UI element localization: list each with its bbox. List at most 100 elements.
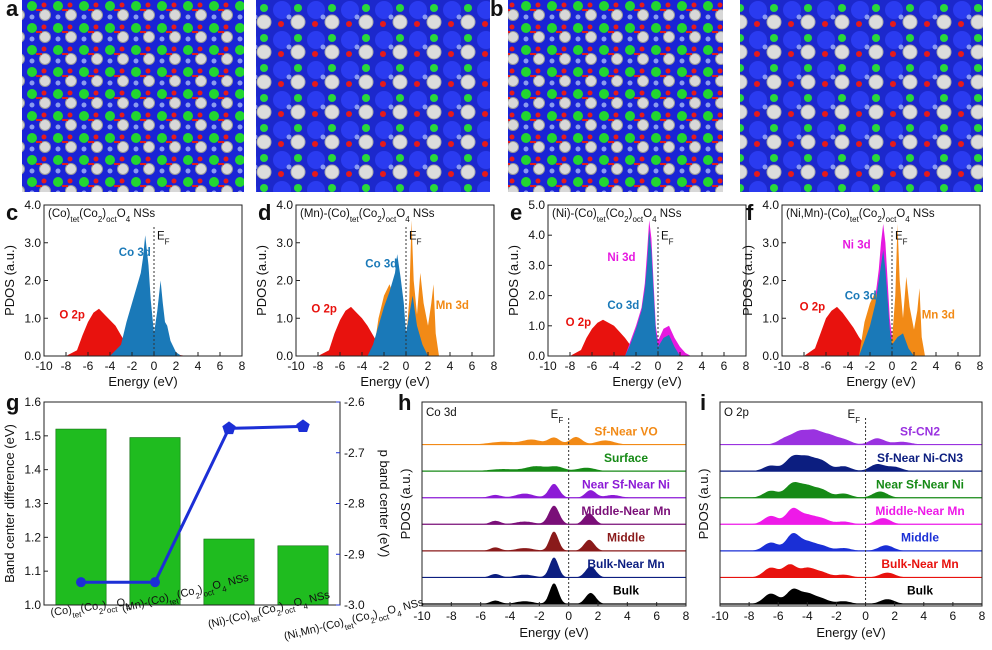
x-tick-label-f: 0 (889, 359, 896, 373)
row-label-i-5: Bulk-Near Mn (881, 557, 958, 571)
stacked-area-h-1 (422, 466, 686, 472)
y2-tick-label-g: -2.8 (344, 497, 365, 511)
pdos-area-d-co3d (367, 254, 428, 356)
x-axis-label-f: Energy (eV) (846, 374, 915, 389)
species-label-f: Ni 3d (843, 239, 871, 251)
stacked-pdos-panel-h: Sf-Near VO Surface Near Sf-Near Ni Middle-N… (398, 390, 690, 640)
bar-0 (55, 428, 107, 606)
y-axis-label-e: PDOS (a.u.) (506, 245, 521, 316)
x-tick-label-f: -8 (799, 359, 810, 373)
species-label-e: O 2p (566, 317, 592, 329)
species-label-e: Ni 3d (607, 252, 635, 264)
x-tick-label-i: -6 (773, 609, 784, 623)
row-label-i-3: Middle-Near Mn (875, 504, 964, 518)
stacked-area-i-6 (720, 588, 982, 604)
x-axis-label-h: Energy (eV) (519, 625, 588, 640)
panel-label-g: g (6, 390, 19, 415)
x-tick-label-c: 0 (151, 359, 158, 373)
pdos-area-e-o2p (570, 319, 691, 356)
x-tick-label-e: 2 (677, 359, 684, 373)
y-tick-label-e: 3.0 (528, 258, 545, 272)
x-tick-label-h: 2 (595, 609, 602, 623)
x-tick-label-f: -10 (773, 359, 791, 373)
species-label-c: O 2p (59, 309, 85, 321)
x-tick-label-d: -4 (357, 359, 368, 373)
y-tick-label-g: 1.0 (24, 598, 41, 612)
bar-1 (129, 437, 181, 606)
x-tick-label-h: -6 (475, 609, 486, 623)
x-tick-label-e: 8 (743, 359, 750, 373)
pdos-panel-d: EF-10 -8 -6 -4 -2 0 2 4 6 80.01.02.03.04.0Energy … (254, 198, 498, 389)
pdos-panel-f: EF-10 -8 -6 -4 -2 0 2 4 6 80.01.02.03.04.0Energy … (740, 198, 984, 389)
y2-tick-label-g: -2.6 (344, 395, 365, 409)
p-band-line (81, 424, 304, 584)
stacked-area-i-2 (720, 482, 982, 498)
stacked-area-h-0 (422, 436, 686, 445)
y-tick-label-e: 0.0 (528, 349, 545, 363)
x-axis-label-e: Energy (eV) (612, 374, 681, 389)
x-tick-label-c: 6 (217, 359, 224, 373)
y-axis-label-c: PDOS (a.u.) (2, 245, 17, 316)
species-label-d: O 2p (311, 304, 337, 316)
y-axis-label-g: Band center difference (eV) (2, 424, 17, 583)
p-band-point-1 (150, 577, 160, 588)
x-axis-label-c: Energy (eV) (108, 374, 177, 389)
x-tick-label-c: -4 (105, 359, 116, 373)
row-label-i-1: Sf-Near Ni-CN3 (877, 451, 963, 465)
x-tick-label-f: 2 (911, 359, 918, 373)
x-tick-label-h: 8 (683, 609, 690, 623)
fermi-label-e: EF (661, 231, 674, 247)
x-tick-label-d: -8 (313, 359, 324, 373)
panel-label-i: i (700, 390, 706, 415)
y-tick-label-g: 1.3 (24, 497, 41, 511)
x-tick-label-i: 2 (891, 609, 898, 623)
pdos-area-f-o2p (804, 306, 925, 356)
stacked-area-i-5 (720, 564, 982, 578)
panel-title-e: (Ni)-(Co)tet(Co2)octO4 NSs (552, 208, 682, 224)
band-center-chart-g: 1.0 1.1 1.2 1.3 1.4 1.5 1.6 -3.0 -2.9 -2.8 -2.7 -2.… (2, 390, 425, 643)
x-tick-label-d: -10 (287, 359, 305, 373)
panel-title-f: (Ni,Mn)-(Co)tet(Co2)octO4 NSs (786, 208, 935, 224)
y-tick-label-g: 1.2 (24, 530, 41, 544)
row-label-i-4: Middle (901, 531, 939, 545)
y-tick-label-f: 4.0 (762, 198, 779, 212)
species-label-f: O 2p (800, 302, 826, 314)
y-tick-label-f: 2.0 (762, 274, 779, 288)
x-tick-label-i: -8 (744, 609, 755, 623)
x-tick-label-h: -2 (534, 609, 545, 623)
row-label-i-2: Near Sf-Near Ni (876, 477, 964, 491)
row-label-h-1: Surface (604, 451, 648, 465)
y-axis-label-f: PDOS (a.u.) (740, 245, 755, 316)
y-tick-label-g: 1.1 (24, 564, 41, 578)
x-tick-label-e: 6 (721, 359, 728, 373)
x-tick-label-e: 0 (655, 359, 662, 373)
x-axis-label-i: Energy (eV) (816, 625, 885, 640)
y2-tick-label-g: -3.0 (344, 598, 365, 612)
x-tick-label-h: -8 (446, 609, 457, 623)
p-band-point-3 (296, 419, 310, 432)
x-tick-label-i: 0 (862, 609, 869, 623)
x-tick-label-e: -2 (631, 359, 642, 373)
y2-axis-label-g: p band center (eV) (377, 450, 392, 558)
structure-image-b-top (508, 0, 723, 192)
pdos-area-e-co3d (625, 229, 680, 356)
x-tick-label-h: 0 (565, 609, 572, 623)
y-tick-label-e: 1.0 (528, 319, 545, 333)
y-tick-label-e: 2.0 (528, 289, 545, 303)
row-label-h-3: Middle-Near Mn (581, 504, 670, 518)
y-tick-label-c: 1.0 (24, 311, 41, 325)
y-tick-label-c: 2.0 (24, 274, 41, 288)
species-label-f: Co 3d (845, 290, 877, 302)
species-title-i: O 2p (724, 407, 749, 419)
x-axis-label-d: Energy (eV) (360, 374, 429, 389)
x-tick-label-d: 2 (425, 359, 432, 373)
y-tick-label-g: 1.6 (24, 395, 41, 409)
y-tick-label-f: 1.0 (762, 311, 779, 325)
x-tick-label-d: 0 (403, 359, 410, 373)
pdos-panel-c: EF -10 -8 -6 -4 -2 0 2 4 6 8 0.0 1.0 2.0 3.0 4.0 Energy … (2, 198, 246, 389)
row-label-h-5: Bulk-Near Mn (587, 557, 664, 571)
species-label-d: Mn 3d (436, 300, 469, 312)
bar-2 (203, 538, 255, 606)
y-tick-label-c: 0.0 (24, 349, 41, 363)
